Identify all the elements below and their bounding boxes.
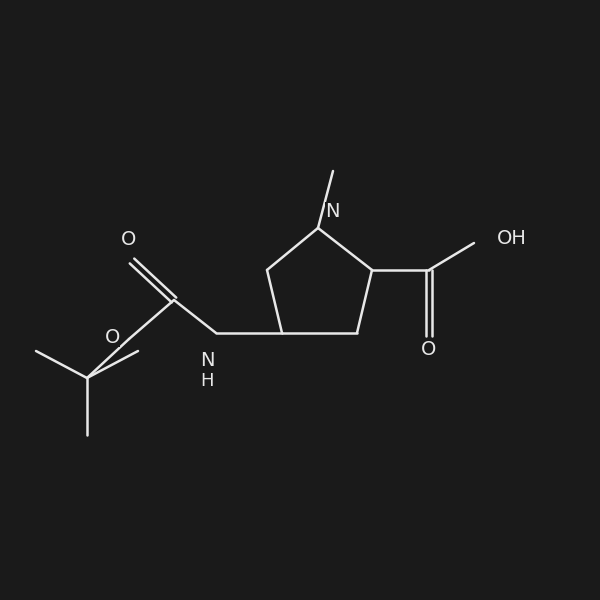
- Text: H: H: [200, 372, 214, 390]
- Text: O: O: [421, 340, 437, 359]
- Text: N: N: [325, 202, 340, 221]
- Text: N: N: [200, 351, 214, 370]
- Text: O: O: [121, 230, 137, 249]
- Text: O: O: [104, 328, 120, 347]
- Text: OH: OH: [497, 229, 527, 248]
